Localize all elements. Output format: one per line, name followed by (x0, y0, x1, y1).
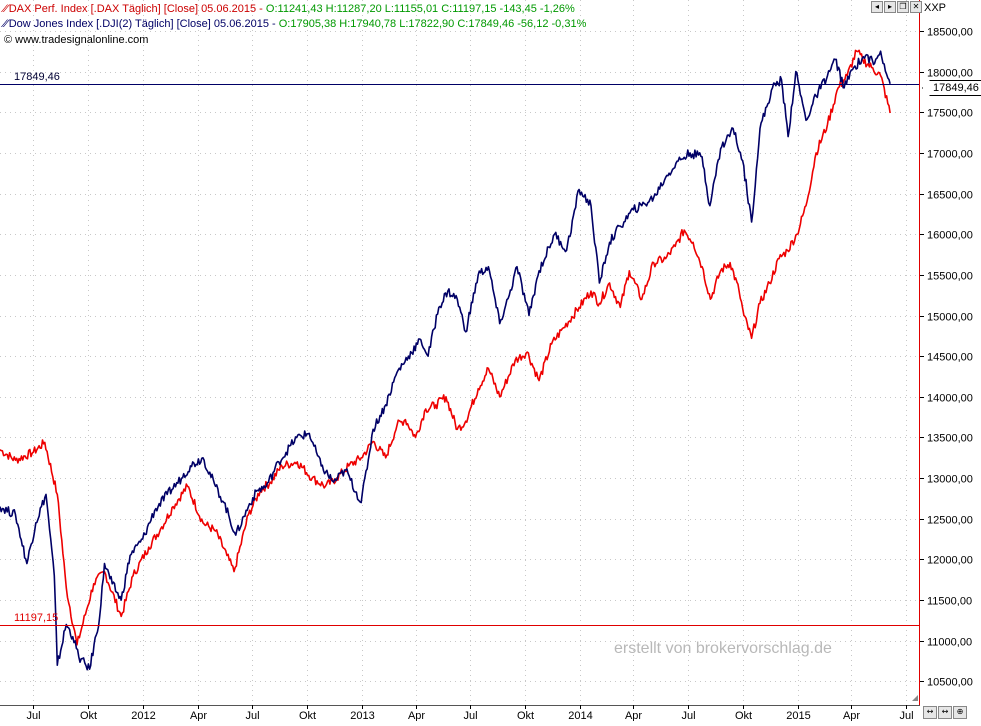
y-axis: 10500,00 11000,00 11500,00 12000,00 12500,00… (920, 27, 973, 689)
close-icon[interactable]: ✕ (910, 1, 922, 13)
y-axis-panel[interactable] (920, 0, 981, 705)
grid (0, 0, 920, 705)
x-tick-label: 2015 (786, 710, 810, 721)
x-tick-label: 2012 (131, 710, 155, 721)
zoom-in-icon[interactable]: ⊕ (953, 706, 967, 719)
x-tick-label: Apr (190, 710, 207, 721)
legend-dji[interactable]: ⁄⁄Dow Jones Index [.DJI(2) Täglich] [Clo… (4, 17, 586, 31)
last-price-tag: 17849,46 (922, 80, 981, 96)
legend-source: © www.tradesignalonline.com (4, 34, 149, 46)
y-tick-label: 14000,00 (927, 393, 973, 405)
axis-label: XXP (924, 2, 947, 14)
legend-dji-name: Dow Jones Index [.DJI(2) Täglich] [Close… (8, 18, 279, 30)
y-tick-label: 18000,00 (927, 68, 973, 80)
x-tick-label: Apr (625, 710, 642, 721)
zoom-range-icon[interactable]: ↔ (938, 706, 952, 719)
y-tick-label: 16000,00 (927, 230, 973, 242)
scroll-left-right-icon[interactable]: ↔ (923, 706, 937, 719)
x-tick-label: Apr (843, 710, 860, 721)
x-tick-label: 2013 (350, 710, 374, 721)
x-tick-label: Okt (299, 710, 316, 721)
restore-icon[interactable]: ❐ (897, 1, 909, 13)
y-tick-label: 11000,00 (927, 637, 972, 649)
x-axis: Jul Okt 2012 Apr Jul Okt 2013 Apr Jul Okt 2014 Apr J… (26, 705, 914, 722)
y-tick-label: 15500,00 (927, 271, 973, 283)
x-tick-label: 2014 (568, 710, 592, 721)
arrow-right-icon[interactable]: ▸ (884, 1, 896, 13)
x-tick-label: Jul (681, 710, 695, 721)
series-line-dji (0, 50, 891, 671)
dji-last-label: 17849,46 (14, 70, 60, 83)
y-tick-label: 15000,00 (927, 312, 973, 324)
y-tick-label: 14500,00 (927, 352, 973, 364)
scroll-controls: ↔ ↔ ⊕ (923, 706, 967, 719)
legend-dji-values: O:17905,38 H:17940,78 L:17822,90 C:17849… (278, 18, 587, 30)
x-tick-label: Jul (26, 710, 40, 721)
x-axis-panel[interactable] (0, 705, 920, 721)
x-tick-label: Okt (735, 710, 752, 721)
x-tick-label: Jul (245, 710, 259, 721)
x-tick-label: Jul (463, 710, 477, 721)
reference-lines (0, 84, 920, 626)
y-tick-label: 16500,00 (927, 190, 973, 202)
y-tick-label: 12000,00 (927, 555, 973, 567)
window-controls: ◂ ▸ ❐ ✕ (871, 1, 922, 13)
arrow-left-icon[interactable]: ◂ (871, 1, 883, 13)
y-tick-label: 18500,00 (927, 27, 973, 39)
y-tick-label: 10500,00 (927, 677, 973, 689)
x-tick-label: Apr (408, 710, 425, 721)
y-tick-label: 17000,00 (927, 149, 973, 161)
y-tick-label: 13500,00 (927, 433, 973, 445)
series-line-dax (0, 49, 891, 646)
legend-dax-values: O:11241,43 H:11287,20 L:11155,01 C:11197… (265, 3, 575, 15)
legend-dax[interactable]: ⁄⁄DAX Perf. Index [.DAX Täglich] [Close]… (4, 2, 575, 16)
watermark: erstellt von brokervorschlag.de (614, 640, 832, 657)
x-tick-label: Jul (899, 710, 913, 721)
legend-dax-name: DAX Perf. Index [.DAX Täglich] [Close] 0… (8, 3, 266, 15)
series-layer (0, 49, 891, 671)
series-line-icon: ⁄⁄ (4, 18, 8, 30)
resize-corner-icon[interactable] (912, 695, 918, 701)
x-tick-label: Okt (517, 710, 534, 721)
y-tick-label: 13000,00 (927, 474, 973, 486)
y-tick-label: 12500,00 (927, 515, 973, 527)
y-tick-label: 17500,00 (927, 108, 973, 120)
x-tick-label: Okt (80, 710, 97, 721)
series-line-icon: ⁄⁄ (4, 3, 8, 15)
y-tick-label: 11500,00 (927, 596, 972, 608)
dax-last-label: 11197,15 (14, 611, 59, 624)
